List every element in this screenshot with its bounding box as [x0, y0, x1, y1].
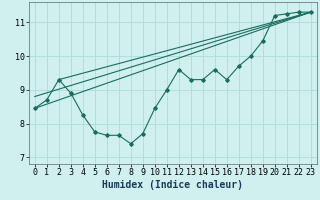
X-axis label: Humidex (Indice chaleur): Humidex (Indice chaleur) [102, 180, 243, 190]
